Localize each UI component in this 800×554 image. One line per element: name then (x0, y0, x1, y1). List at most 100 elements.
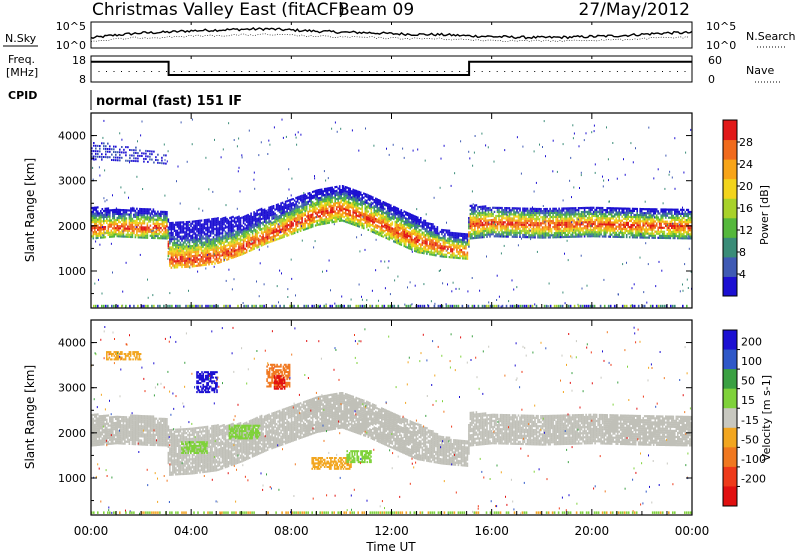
power-cell (477, 222, 479, 225)
power-cell (209, 248, 212, 251)
power-cell (106, 221, 108, 224)
power-cell (402, 217, 404, 221)
power-cell (600, 217, 602, 220)
power-cell (304, 193, 306, 196)
power-cell (349, 197, 351, 200)
power-cell (504, 235, 506, 238)
power-cell (469, 225, 472, 228)
power-cell (460, 232, 463, 235)
power-cell (343, 199, 345, 202)
power-cell (214, 248, 216, 251)
power-cell (202, 225, 204, 228)
power-cell (220, 220, 222, 223)
power-cell (618, 233, 620, 236)
power-cell (194, 252, 197, 255)
power-cell (453, 254, 455, 257)
power-cell (618, 209, 620, 212)
power-cell (284, 206, 287, 209)
power-cell (316, 195, 318, 198)
power-cell (215, 219, 218, 222)
power-cell (133, 227, 135, 231)
power-cell (295, 196, 297, 200)
power-cell (478, 214, 481, 217)
power-cell (293, 215, 296, 218)
power-cell (447, 245, 449, 248)
power-cell (94, 226, 96, 230)
power-cell (453, 240, 455, 243)
power-cell (420, 229, 422, 232)
power-cell (320, 198, 323, 201)
power-cell (369, 207, 371, 210)
power-cell (331, 213, 333, 216)
power-cell (426, 228, 428, 231)
power-cell (187, 227, 189, 230)
power-cell (486, 215, 488, 218)
power-cell (537, 224, 539, 227)
power-cell (281, 224, 284, 227)
power-cell (499, 235, 502, 238)
power-cell (616, 213, 619, 216)
power-cell (493, 206, 496, 209)
power-cell (474, 228, 476, 231)
power-cell (316, 223, 318, 226)
power-cell (116, 218, 119, 222)
power-cell (203, 259, 206, 262)
power-cell (580, 217, 583, 220)
power-cell (598, 225, 601, 228)
power-cell (600, 208, 602, 212)
power-cell (564, 233, 566, 236)
power-cell (523, 211, 526, 214)
power-cell (221, 235, 224, 238)
power-cell (92, 218, 95, 222)
power-cell (193, 263, 195, 266)
power-cell (248, 233, 251, 236)
power-cell (302, 198, 305, 201)
power-cell (320, 192, 323, 195)
power-cell (537, 236, 539, 239)
power-cell (376, 214, 379, 217)
power-cell (254, 216, 257, 219)
power-cell (226, 254, 228, 257)
power-cell (388, 215, 391, 219)
power-cell (465, 257, 467, 260)
power-cell (217, 241, 219, 244)
power-cell (92, 210, 95, 213)
power-cell (450, 254, 452, 257)
power-cell (103, 234, 105, 237)
power-cell (447, 233, 449, 236)
power-cell (436, 252, 439, 255)
power-cell (122, 213, 125, 216)
power-cell (529, 217, 532, 220)
power-cell (522, 207, 524, 210)
power-cell (202, 253, 204, 256)
power-cell (286, 214, 288, 217)
power-cell (332, 208, 335, 211)
power-cell (553, 226, 556, 229)
power-cell (179, 249, 182, 252)
power-cell (432, 239, 434, 242)
power-cell (406, 230, 409, 233)
power-cell (382, 231, 385, 234)
power-cell (118, 227, 120, 230)
power-cell (531, 232, 533, 235)
power-cell (205, 253, 207, 256)
power-cell (184, 257, 186, 260)
power-cell (106, 213, 108, 216)
power-cell (193, 250, 195, 254)
power-cell (511, 229, 514, 232)
power-cell (364, 203, 367, 206)
power-cell (203, 231, 206, 234)
power-cell (535, 226, 538, 229)
power-cell (613, 209, 616, 212)
power-cell (508, 209, 511, 212)
power-cell (220, 240, 222, 243)
power-cell (474, 234, 476, 237)
power-cell (415, 238, 418, 241)
power-cell (468, 239, 470, 242)
power-cell (520, 215, 523, 218)
power-cell (146, 228, 149, 231)
power-cell (157, 235, 159, 238)
power-cell (372, 222, 374, 225)
power-cell (400, 219, 403, 222)
power-cell (430, 239, 433, 242)
